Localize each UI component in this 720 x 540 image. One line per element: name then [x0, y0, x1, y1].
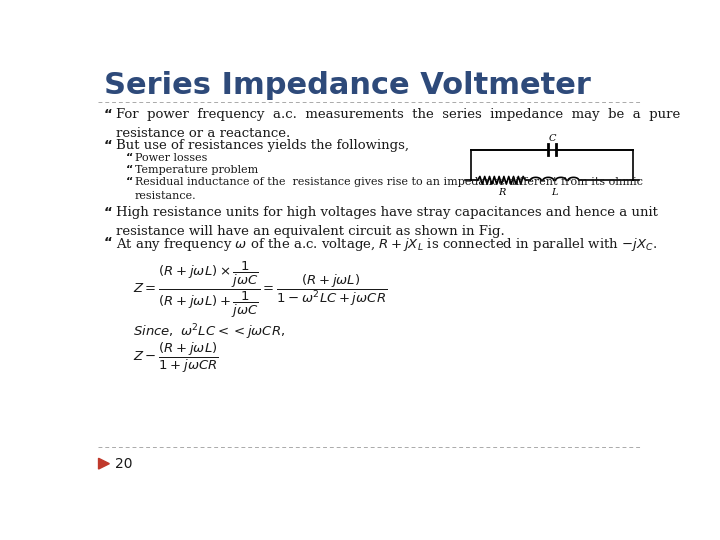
Text: “: “: [104, 108, 113, 121]
Text: High resistance units for high voltages have stray capacitances and hence a unit: High resistance units for high voltages …: [117, 206, 658, 239]
Text: L: L: [552, 188, 558, 197]
Text: $Since,\ \omega^2 LC << j\omega CR,$: $Since,\ \omega^2 LC << j\omega CR,$: [132, 322, 285, 342]
Text: Temperature problem: Temperature problem: [135, 165, 258, 175]
Text: “: “: [104, 206, 113, 219]
Text: Series Impedance Voltmeter: Series Impedance Voltmeter: [104, 71, 591, 100]
Text: “: “: [126, 165, 133, 175]
Text: R: R: [498, 188, 505, 197]
Text: $Z - \dfrac{(R + j\omega L)}{1+ j\omega CR}$: $Z - \dfrac{(R + j\omega L)}{1+ j\omega …: [132, 340, 218, 375]
Text: Power losses: Power losses: [135, 153, 207, 163]
Text: But use of resistances yields the followings,: But use of resistances yields the follow…: [117, 139, 410, 152]
Text: For  power  frequency  a.c.  measurements  the  series  impedance  may  be  a  p: For power frequency a.c. measurements th…: [117, 108, 680, 140]
Text: 20: 20: [114, 457, 132, 471]
Polygon shape: [99, 458, 109, 469]
Text: $Z = \dfrac{(R + j\omega L)\times \dfrac{1}{j\omega C}}{(R + j\omega L)+ \dfrac{: $Z = \dfrac{(R + j\omega L)\times \dfrac…: [132, 260, 387, 320]
Text: Residual inductance of the  resistance gives rise to an impedance different from: Residual inductance of the resistance gi…: [135, 177, 643, 201]
Text: “: “: [104, 139, 113, 152]
Text: C: C: [548, 133, 556, 143]
Text: “: “: [104, 236, 113, 249]
Text: At any frequency $\omega$ of the a.c. voltage, $R+jX_L$ is connected in parallel: At any frequency $\omega$ of the a.c. vo…: [117, 236, 657, 253]
Text: “: “: [126, 177, 133, 187]
Text: “: “: [126, 153, 133, 163]
